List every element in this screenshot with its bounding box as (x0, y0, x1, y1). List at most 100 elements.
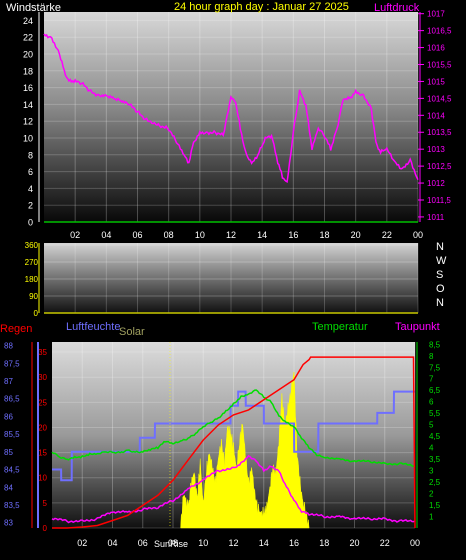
direction-axis-ticks: 0 90 180 270 360 (25, 241, 39, 318)
temperature-legend: Temperatur (312, 321, 368, 333)
rain-tick-10: 10 (38, 474, 47, 483)
pressure-tick-3: 1012,5 (427, 162, 452, 171)
pressure-line (43, 33, 419, 184)
wind-tick-20: 20 (23, 50, 33, 60)
pressure-xtick-22: 22 (382, 230, 392, 240)
rain-tick-5: 5 (43, 499, 48, 508)
humidity-tick-10: 88 (4, 342, 13, 351)
rain-tick-25: 25 (38, 398, 47, 407)
direction-tick-180: 180 (25, 275, 39, 284)
pressure-tick-4: 1013 (427, 145, 445, 154)
pressure-xtick-10: 10 (195, 230, 205, 240)
pressure-tick-10: 1016 (427, 44, 445, 53)
direction-tick-0: 0 (34, 309, 39, 318)
wind-tick-18: 18 (23, 66, 33, 76)
humidity-axis-ticks: 83 83,5 84 84,5 85 85,5 86 86,5 87 87,5 88 (4, 342, 20, 528)
temperature-tick-8: 5 (429, 421, 434, 430)
humidity-tick-1: 83,5 (4, 501, 20, 510)
temperature-tick-2: 2 (429, 490, 434, 499)
pressure-xtick-18: 18 (319, 230, 329, 240)
pressure-plot-background (44, 12, 418, 222)
direction-tick-360: 360 (25, 241, 39, 250)
climate-xtick-22: 22 (380, 538, 390, 548)
pressure-xtick-04: 04 (101, 230, 111, 240)
temperature-tick-4: 3 (429, 467, 434, 476)
pressure-tick-1: 1011,5 (427, 196, 451, 205)
wind-strength-legend: Windstärke (6, 2, 61, 14)
compass-label-2: S (436, 269, 443, 281)
humidity-tick-8: 87 (4, 377, 13, 386)
wind-tick-12: 12 (23, 117, 33, 127)
humidity-legend: Luftfeuchte (66, 321, 120, 333)
temperature-line (51, 389, 416, 467)
pressure-tick-6: 1014 (427, 111, 445, 120)
wind-tick-4: 4 (28, 184, 33, 194)
chart-title: 24 hour graph day : Januar 27 2025 (174, 1, 349, 13)
rain-humidity-temperature-panel: Regen Luftfeuchte Solar Temperatur Taupu… (0, 321, 441, 549)
pressure-tick-0: 1011 (427, 213, 445, 222)
dewpoint-line (51, 454, 416, 524)
climate-xtick-18: 18 (319, 538, 329, 548)
rain-line (52, 356, 416, 529)
climate-x-ticks: 02 04 06 08 10 12 14 16 18 20 22 00 (77, 538, 420, 548)
solar-area (180, 371, 310, 529)
rain-tick-15: 15 (38, 449, 47, 458)
wind-tick-14: 14 (23, 100, 33, 110)
temperature-tick-6: 4 (429, 444, 434, 453)
temperature-tick-0: 1 (429, 513, 434, 522)
solar-legend: Solar (119, 326, 145, 338)
compass-label-1: W (436, 255, 447, 267)
wind-tick-10: 10 (23, 134, 33, 144)
rain-tick-35: 35 (38, 348, 47, 357)
direction-plot-background (44, 243, 418, 313)
wind-tick-22: 22 (23, 33, 33, 43)
temperature-axis-ticks: 1 1,5 2 2,5 3 3,5 4 4,5 5 5,5 6 6,5 7 7,5 8 8,5 (429, 340, 441, 521)
climate-xtick-02: 02 (77, 538, 87, 548)
climate-xtick-08: 08 (168, 538, 178, 548)
pressure-xtick-06: 06 (132, 230, 142, 240)
temperature-tick-15: 8,5 (429, 340, 441, 349)
temperature-tick-1: 1,5 (429, 501, 441, 510)
pressure-axis-ticks: 1011 1011,5 1012 1012,5 1013 1013,5 1014 1014,5… (418, 10, 452, 222)
temperature-tick-10: 6 (429, 398, 434, 407)
sunrise-label: SunRise (154, 539, 188, 549)
compass-label-3: O (436, 283, 445, 295)
wind-tick-8: 8 (28, 150, 33, 160)
pressure-tick-12: 1017 (427, 10, 445, 19)
pressure-xtick-02: 02 (70, 230, 80, 240)
temperature-tick-9: 5,5 (429, 409, 441, 418)
wind-tick-2: 2 (28, 201, 33, 211)
pressure-xtick-12: 12 (226, 230, 236, 240)
climate-xtick-16: 16 (289, 538, 299, 548)
humidity-tick-5: 85,5 (4, 430, 20, 439)
rain-legend: Regen (0, 323, 32, 335)
pressure-xtick-20: 20 (351, 230, 361, 240)
pressure-tick-11: 1016,5 (427, 27, 452, 36)
climate-xtick-00: 00 (410, 538, 420, 548)
pressure-legend: Luftdruck (374, 2, 420, 14)
temperature-tick-7: 4,5 (429, 432, 441, 441)
temperature-tick-12: 7 (429, 375, 434, 384)
pressure-tick-5: 1013,5 (427, 128, 452, 137)
pressure-tick-8: 1015 (427, 77, 445, 86)
direction-tick-270: 270 (25, 258, 39, 267)
pressure-xtick-14: 14 (257, 230, 267, 240)
humidity-tick-0: 83 (4, 519, 13, 528)
humidity-tick-4: 85 (4, 448, 13, 457)
pressure-gridlines (44, 12, 419, 223)
wind-tick-6: 6 (28, 167, 33, 177)
climate-xtick-04: 04 (107, 538, 117, 548)
wind-tick-16: 16 (23, 83, 33, 93)
rain-tick-20: 20 (38, 423, 47, 432)
climate-xtick-06: 06 (138, 538, 148, 548)
pressure-tick-2: 1012 (427, 179, 445, 188)
temperature-tick-14: 8 (429, 352, 434, 361)
compass-label-0: N (436, 241, 444, 253)
climate-xtick-14: 14 (259, 538, 269, 548)
humidity-tick-6: 86 (4, 412, 13, 421)
